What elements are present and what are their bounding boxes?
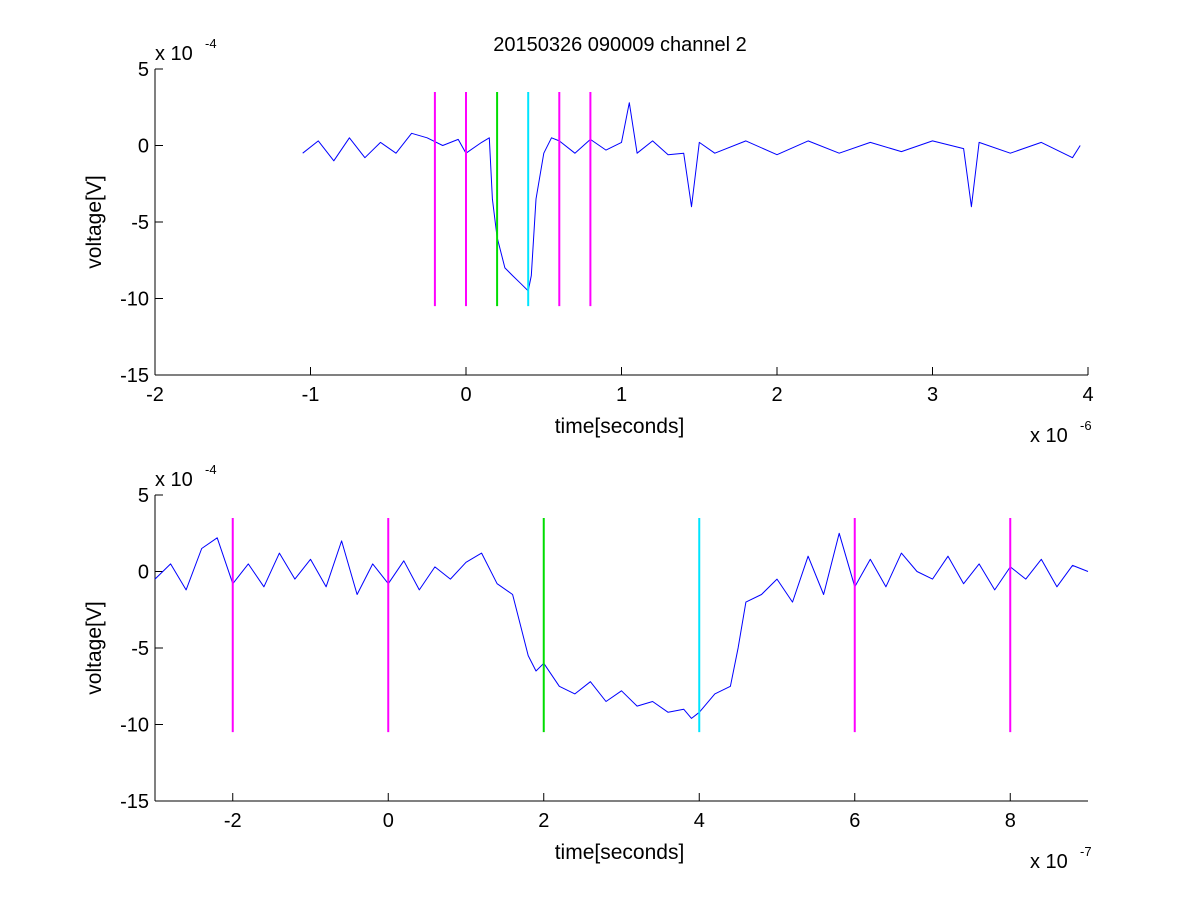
x-multiplier-exponent: -7	[1080, 844, 1092, 859]
y-tick-label: 0	[138, 136, 149, 158]
x-axis-label: time[seconds]	[555, 841, 685, 864]
x-tick-label: 4	[1082, 384, 1093, 406]
x-tick-label: 2	[538, 810, 549, 832]
y-tick-label: 5	[138, 59, 149, 81]
top-plot: -2 -1 0 1 2 3 450-5-10-15time[seconds]voltage[…	[83, 36, 1094, 447]
y-tick-label: -15	[120, 365, 149, 387]
x-tick-label: 0	[383, 810, 394, 832]
voltage-trace	[154, 532, 1089, 719]
voltage-trace	[302, 102, 1081, 292]
x-tick-label: 6	[849, 810, 860, 832]
y-axis-label: voltage[V]	[83, 175, 106, 268]
y-multiplier-label: x 10	[155, 43, 193, 65]
y-multiplier-label: x 10	[155, 469, 193, 491]
x-tick-label: 0	[460, 384, 471, 406]
x-tick-label: -2	[224, 810, 242, 832]
y-multiplier-exponent: -4	[205, 462, 217, 477]
x-tick-label: 4	[694, 810, 705, 832]
y-tick-label: 5	[138, 485, 149, 507]
x-tick-label: 3	[927, 384, 938, 406]
figure-title: 20150326 090009 channel 2	[493, 34, 747, 56]
x-axis-label: time[seconds]	[555, 415, 685, 438]
x-tick-label: -1	[302, 384, 320, 406]
x-tick-label: -2	[146, 384, 164, 406]
x-multiplier-exponent: -6	[1080, 418, 1092, 433]
y-axis-label: voltage[V]	[83, 601, 106, 694]
bottom-plot: -2 0 2 4 6 8 5 0 -5 -10 -15 time[seconds] voltage[V]…	[83, 462, 1092, 873]
x-tick-label: 1	[616, 384, 627, 406]
x-tick-label: 2	[771, 384, 782, 406]
x-tick-label: 8	[1005, 810, 1016, 832]
y-tick-label: -5	[131, 212, 149, 234]
y-tick-label: -10	[120, 289, 149, 311]
x-multiplier-label: x 10	[1030, 851, 1068, 873]
y-tick-label: -15	[120, 791, 149, 813]
y-tick-label: 0	[138, 562, 149, 584]
y-multiplier-exponent: -4	[205, 36, 217, 51]
y-tick-label: -10	[120, 715, 149, 737]
x-multiplier-label: x 10	[1030, 425, 1068, 447]
y-tick-label: -5	[131, 638, 149, 660]
